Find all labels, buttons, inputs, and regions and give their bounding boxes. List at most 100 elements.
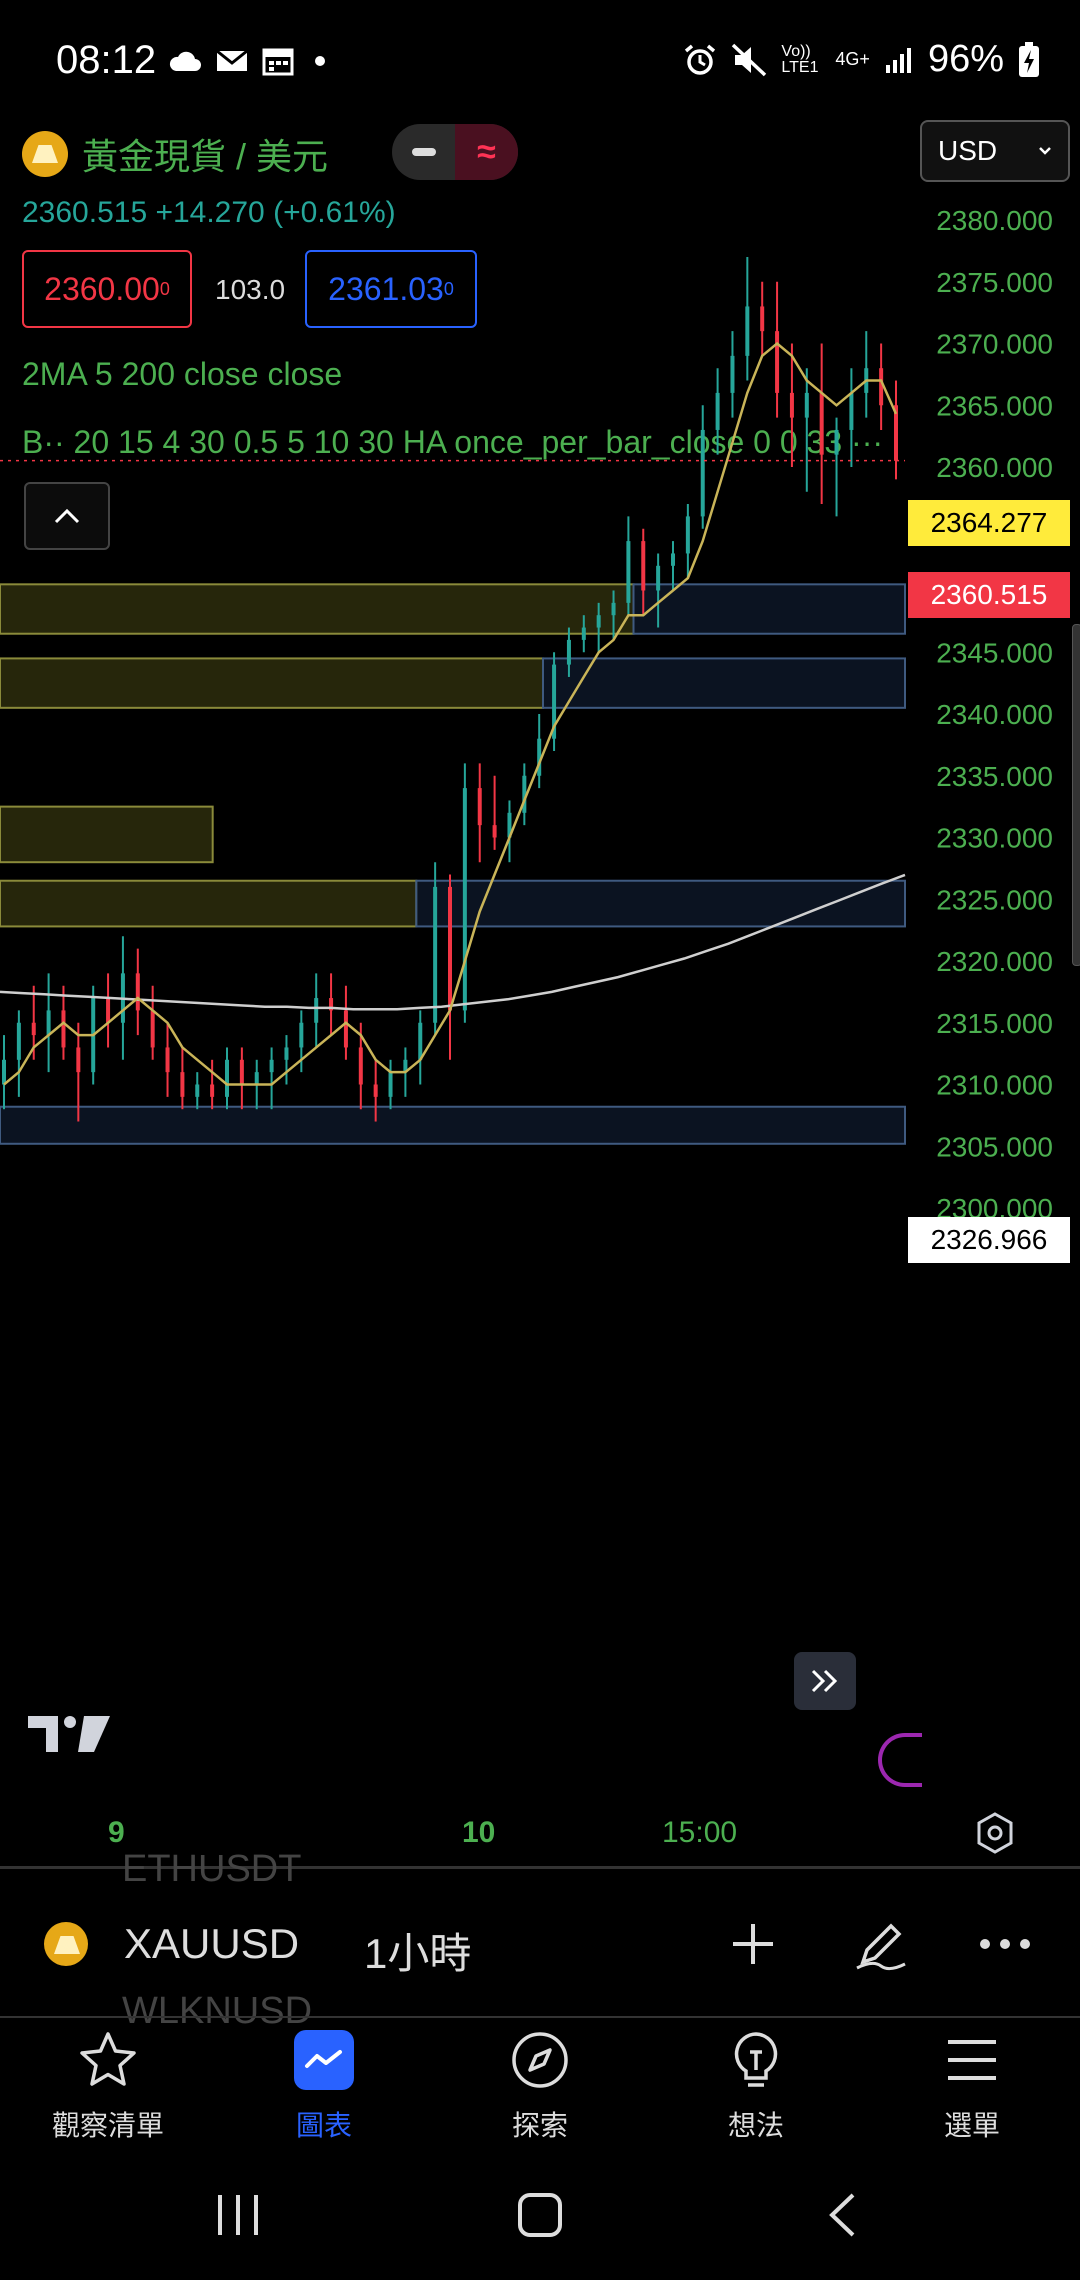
sell-price-button[interactable]: 2360.00 0 [22, 250, 192, 328]
y-axis-label: 2305.000 [936, 1131, 1053, 1162]
candle-body [745, 306, 750, 356]
candle [789, 343, 794, 467]
candle-body [715, 392, 720, 430]
candle-body [61, 1010, 66, 1048]
candle [685, 504, 690, 579]
bid-price: 2360.00 [44, 270, 160, 307]
cloud-icon [169, 51, 201, 71]
approx-icon: ≈ [477, 132, 496, 171]
recent-apps-button[interactable] [178, 2180, 298, 2250]
mail-icon [216, 49, 248, 71]
supply-zone [0, 879, 418, 928]
candle [299, 1010, 304, 1073]
nav-label: 想法 [727, 2110, 784, 2141]
status-bar: 08:12 Vo)) LTE1 4G+ 96% [0, 0, 1080, 120]
plus-icon [733, 1924, 773, 1964]
symbol-name: 黃金現貨 / 美元 [82, 136, 329, 177]
candle-body [403, 1059, 408, 1073]
nav-label: 觀察清單 [51, 2110, 164, 2141]
candle-body [641, 541, 646, 591]
drawing-tools-button[interactable] [846, 1914, 916, 1974]
candle [641, 528, 646, 616]
candle [2, 1035, 6, 1110]
candle [849, 368, 854, 467]
nav-ideas[interactable]: 想法 [648, 2030, 864, 2150]
candle [507, 800, 512, 863]
y-axis-label: 2360.000 [936, 452, 1053, 483]
chart-type-toggle[interactable]: ≈ [392, 124, 518, 180]
candle-body [150, 1010, 155, 1048]
more-dots-icon [980, 1939, 1030, 1949]
interval-selector[interactable]: 1小時 [364, 1930, 472, 1977]
ma-fast-price-tag: 2364.277 [908, 500, 1070, 546]
candle-body [284, 1047, 289, 1060]
candle-body [165, 1047, 170, 1073]
candle [106, 973, 111, 1048]
collapse-legend-button[interactable] [24, 482, 110, 550]
candle [76, 1022, 81, 1122]
more-button[interactable] [970, 1914, 1040, 1974]
supply-zone [0, 805, 214, 864]
candle-body [343, 1010, 348, 1048]
nav-menu[interactable]: 選單 [864, 2030, 1080, 2150]
candle [864, 331, 869, 418]
buy-price-button[interactable]: 2361.03 0 [305, 250, 477, 328]
candle [150, 985, 155, 1060]
back-button[interactable] [782, 2180, 902, 2250]
indicator-ma-label[interactable]: 2MA 5 200 close close [22, 356, 343, 392]
candle-body [507, 812, 512, 838]
candle [329, 973, 334, 1036]
toggle-wave-option[interactable]: ≈ [455, 124, 518, 180]
ghost-symbol-above: ETHUSDT [122, 1848, 302, 1890]
flash-icon[interactable] [878, 1733, 922, 1787]
nav-explore[interactable]: 探索 [432, 2030, 648, 2150]
indicator-b-label[interactable]: B·· 20 15 4 30 0.5 5 10 30 HA once_per_b… [22, 424, 882, 460]
candle-body [358, 1047, 363, 1085]
candle [314, 973, 319, 1048]
chart-settings-icon[interactable] [972, 1810, 1018, 1856]
last-price-tag: 2360.515 [908, 572, 1070, 618]
candle [180, 1047, 185, 1110]
candle-body [388, 1072, 393, 1097]
toggle-off-option[interactable] [392, 124, 455, 180]
price-chart[interactable]: 2380.0002375.0002370.0002365.0002360.000… [0, 200, 1080, 1780]
y-axis-label: 2345.000 [936, 637, 1053, 668]
candle [210, 1059, 215, 1110]
candle [760, 281, 765, 356]
candle-body [581, 627, 586, 640]
battery-charging-icon [1019, 41, 1039, 77]
candle [715, 368, 720, 455]
candle-body [329, 998, 334, 1011]
ask-price: 2361.03 [328, 270, 444, 307]
candle [165, 1022, 170, 1097]
candle-body [626, 541, 631, 603]
candle [373, 1059, 378, 1122]
candle [433, 862, 438, 1036]
home-button[interactable] [480, 2180, 600, 2250]
candle-body [685, 516, 690, 554]
nav-watchlist[interactable]: 觀察清單 [0, 2030, 216, 2150]
bid-price-sup: 0 [159, 278, 170, 299]
supply-zone [0, 583, 635, 635]
price-scale-scroll-handle[interactable] [1072, 624, 1080, 966]
y-axis-label: 2310.000 [936, 1070, 1053, 1101]
candle-body [180, 1072, 185, 1097]
nav-chart[interactable]: 圖表 [216, 2030, 432, 2150]
star-icon [80, 2032, 136, 2086]
price-change-line: 2360.515 +14.270 (+0.61%) [22, 196, 396, 229]
add-button[interactable] [718, 1914, 788, 1974]
candle [566, 627, 571, 677]
home-icon [518, 2193, 562, 2237]
symbol-selector[interactable]: XAUUSD [44, 1920, 299, 1968]
compass-icon [512, 2032, 568, 2088]
candle-body [819, 392, 824, 455]
scroll-to-realtime-button[interactable] [794, 1652, 856, 1710]
candle-body [849, 392, 854, 430]
symbol-header[interactable]: 黃金現貨 / 美元 [22, 126, 328, 182]
spread-value: 103.0 [215, 274, 286, 305]
candle [834, 417, 839, 517]
currency-select[interactable]: USD [920, 120, 1070, 182]
gold-bars-icon [22, 131, 68, 177]
candle [195, 1072, 200, 1110]
network-gen-label: 4G+ [835, 49, 870, 69]
